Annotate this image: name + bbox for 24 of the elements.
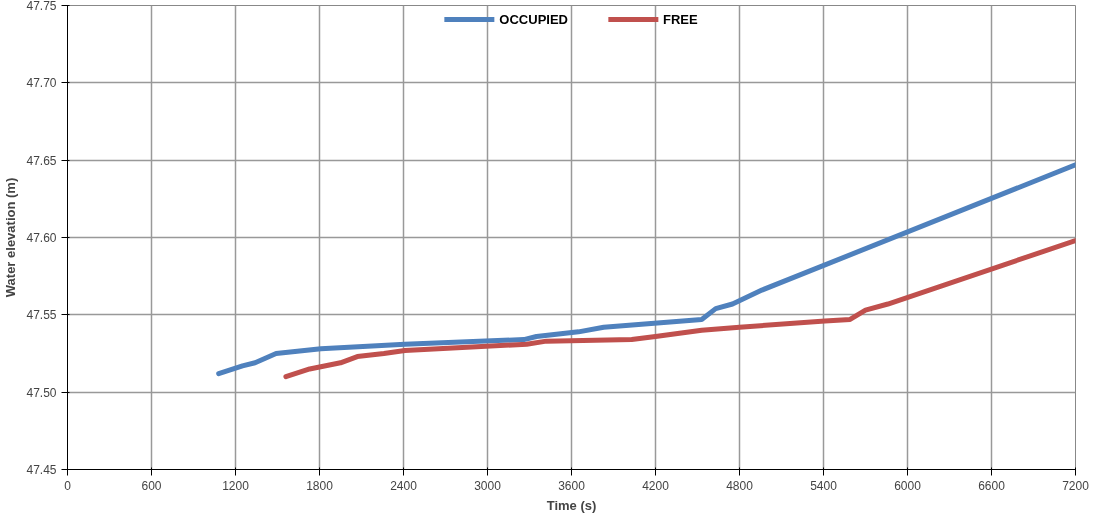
- legend-label: FREE: [662, 11, 698, 27]
- y-tick-label: 47.50: [26, 385, 57, 400]
- y-tick-label: 47.75: [26, 0, 57, 13]
- x-tick-label: 4800: [726, 478, 754, 493]
- y-tick-label: 47.45: [26, 463, 57, 477]
- x-tick-label: 2400: [390, 478, 418, 493]
- x-tick-label: 6600: [978, 478, 1006, 493]
- y-tick-label: 47.65: [26, 153, 57, 168]
- x-tick-label: 1800: [306, 478, 334, 493]
- x-tick-label: 3000: [474, 478, 502, 493]
- x-tick-label: 3600: [558, 478, 586, 493]
- x-tick-label: 7200: [1062, 478, 1090, 493]
- y-axis-title: Water elevation (m): [3, 177, 19, 298]
- x-tick-label: 4200: [642, 478, 670, 493]
- x-tick-label: 600: [141, 478, 162, 493]
- legend-label: OCCUPIED: [499, 11, 568, 27]
- x-tick-label: 6000: [894, 478, 922, 493]
- y-tick-label: 47.55: [26, 308, 57, 323]
- y-tick-label: 47.60: [26, 231, 57, 245]
- x-tick-label: 5400: [810, 478, 838, 493]
- x-axis-title: Time (s): [546, 497, 597, 513]
- y-tick-label: 47.70: [26, 76, 57, 91]
- x-tick-label: 1200: [222, 478, 250, 493]
- x-tick-label: 0: [64, 478, 72, 493]
